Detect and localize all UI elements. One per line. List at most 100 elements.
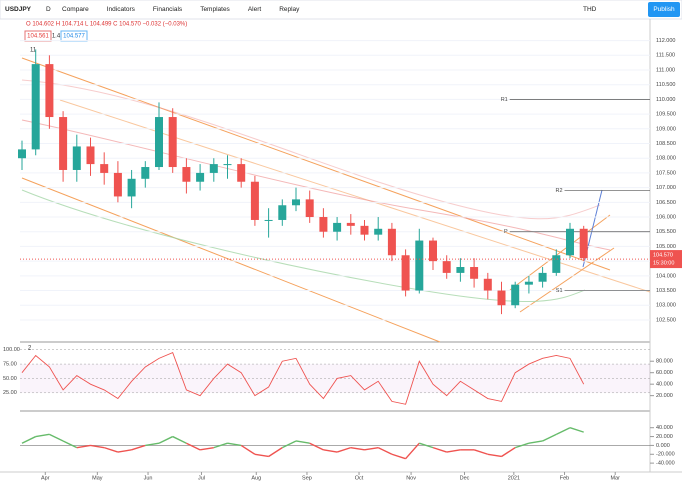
momentum-segment — [21, 435, 37, 444]
channel-line — [21, 57, 611, 271]
time-label: Jul — [198, 475, 205, 481]
candle-body — [72, 146, 81, 170]
stoch-left-tick: 100.00 — [3, 347, 20, 353]
candle-body — [141, 167, 150, 179]
candle-body — [497, 290, 506, 306]
time-label: Aug — [251, 475, 261, 481]
candle-body — [59, 117, 68, 170]
momentum-segment — [419, 442, 434, 449]
momentum-segment — [90, 444, 105, 449]
last-price-box — [650, 250, 682, 269]
candle-body — [360, 225, 369, 235]
candle-body — [278, 205, 287, 220]
price-tick-label: 102.500 — [656, 317, 676, 323]
ohlc-legend: O 104.602 H 104.714 L 104.499 C 104.570 … — [26, 22, 187, 28]
momentum-segment — [487, 453, 502, 458]
toolbar-button[interactable]: Indicators — [107, 6, 136, 13]
candle-body — [292, 199, 300, 206]
price-tick-label: 108.500 — [656, 141, 676, 147]
candle-body — [401, 255, 410, 291]
momentum-segment — [446, 449, 461, 453]
drawings — [21, 57, 651, 343]
candle-body — [182, 167, 191, 182]
toolbar-button[interactable]: Replay — [279, 6, 300, 13]
momentum-segment — [49, 433, 64, 442]
candle-body — [429, 240, 437, 262]
price-tick-label: 106.000 — [656, 214, 676, 220]
publish-button[interactable] — [648, 2, 680, 17]
candle-body — [566, 228, 574, 256]
price-tick-label: 108.000 — [656, 156, 676, 162]
candle-body — [387, 228, 396, 256]
momentum-segment — [364, 446, 379, 451]
candle-body — [305, 199, 314, 218]
last-price-label: 104.570 — [653, 253, 673, 259]
momentum-segment — [254, 453, 269, 458]
pivot-label: R2 — [555, 188, 562, 194]
momentum-tick: -40.000 — [656, 461, 675, 467]
momentum-segment — [240, 444, 256, 455]
toolbar-button[interactable]: Financials — [153, 6, 183, 13]
publish-label[interactable]: Publish — [653, 6, 675, 13]
candle-body — [319, 217, 328, 232]
bollinger-band — [21, 189, 586, 303]
candle-body — [346, 222, 355, 226]
symbol[interactable]: USDJPY — [5, 6, 32, 13]
toolbar-button[interactable]: Alert — [248, 6, 262, 13]
momentum-segment — [555, 427, 571, 435]
price-tick-label: 106.500 — [656, 200, 676, 206]
momentum-segment — [473, 449, 489, 455]
momentum-tick: 0.000 — [656, 443, 670, 449]
stoch-right-tick: 60.000 — [656, 370, 673, 376]
toolbar — [0, 0, 682, 20]
candle-body — [223, 164, 232, 166]
time-label: Sep — [302, 475, 312, 481]
momentum-segment — [377, 447, 393, 455]
momentum-segment — [309, 442, 324, 451]
price-tick-label: 110.000 — [656, 97, 675, 103]
toolbar-button[interactable]: Compare — [62, 6, 89, 13]
price-tick-label: 112.000 — [656, 38, 675, 44]
ask: 104.577 — [63, 34, 85, 40]
price-tick-label: 107.000 — [656, 185, 676, 191]
candle-body — [538, 272, 547, 282]
momentum-segment — [268, 447, 283, 458]
candle-body — [524, 281, 533, 285]
price-tick-label: 107.500 — [656, 170, 676, 176]
candle-body — [264, 219, 273, 221]
time-label: Feb — [560, 475, 569, 481]
currency[interactable]: THD — [583, 6, 597, 13]
candle-body — [456, 267, 465, 273]
price-tick-label: 109.500 — [656, 112, 676, 118]
time-label: Apr — [41, 475, 50, 481]
candle-body — [415, 240, 424, 291]
momentum-segment — [336, 446, 352, 453]
momentum-segment — [350, 446, 365, 451]
pivot-label: S1 — [556, 288, 563, 294]
momentum-segment — [528, 440, 543, 444]
momentum-segment — [199, 446, 214, 451]
momentum-tick: 20.000 — [656, 434, 673, 440]
stoch-right-tick: 20.000 — [656, 393, 673, 399]
candle-body — [45, 64, 54, 118]
momentum-segment — [323, 449, 338, 453]
channel-line — [21, 177, 441, 343]
momentum-segment — [295, 440, 310, 444]
stoch-label: 2 — [28, 346, 32, 352]
candle-body — [374, 228, 383, 235]
spread: 1.4 — [52, 34, 61, 40]
candle-body — [470, 267, 479, 279]
study-label: 11 — [30, 48, 37, 54]
momentum-segment — [117, 449, 132, 453]
channel-line — [519, 247, 615, 313]
toolbar-button[interactable]: Templates — [200, 6, 230, 13]
pivot-label: R1 — [501, 97, 508, 103]
momentum-segment — [569, 427, 584, 433]
interval[interactable]: D — [46, 6, 51, 13]
candle-body — [196, 172, 205, 182]
momentum-segment — [227, 442, 242, 447]
momentum-segment — [514, 442, 530, 449]
time-label: May — [92, 475, 103, 481]
